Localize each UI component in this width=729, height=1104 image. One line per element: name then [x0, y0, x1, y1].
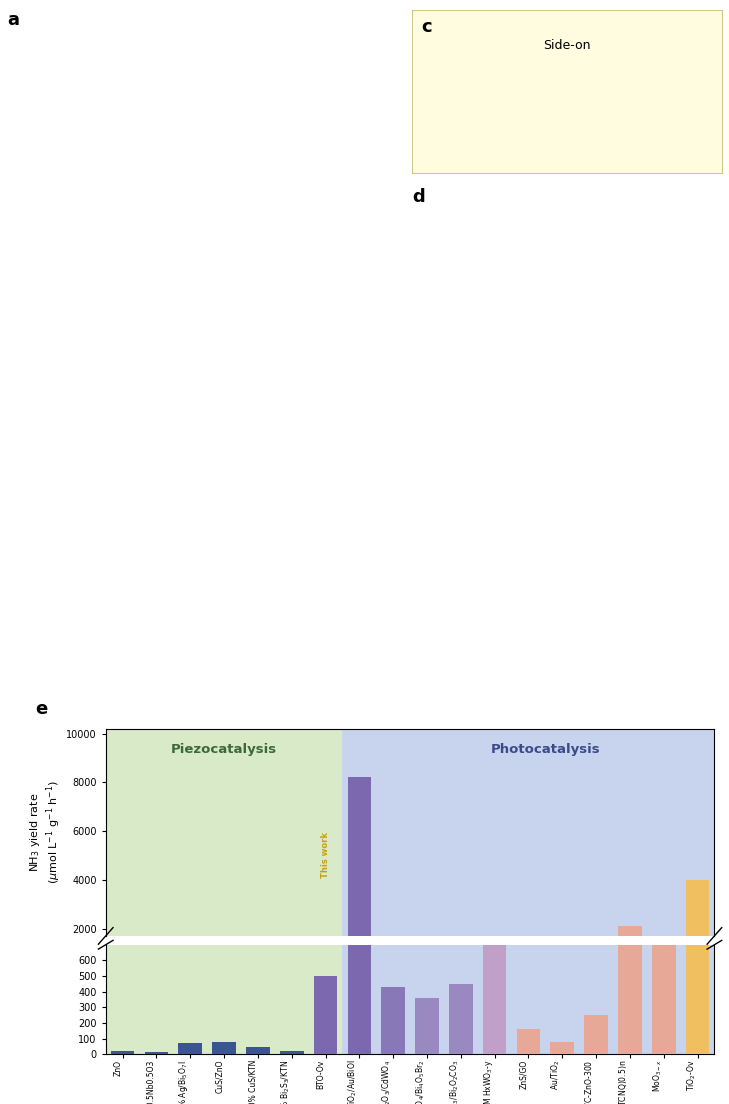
Bar [343, 945, 714, 1054]
Text: d: d [412, 188, 424, 205]
Bar [111, 1051, 134, 1054]
Bar [686, 880, 709, 977]
Bar [212, 1042, 236, 1054]
Bar [584, 1016, 608, 1054]
Bar [313, 965, 338, 977]
Bar [517, 974, 540, 977]
Bar [550, 976, 574, 977]
Bar [179, 1043, 202, 1054]
Text: c: c [421, 18, 432, 36]
Text: a: a [7, 11, 19, 29]
Text: b: b [15, 380, 27, 397]
Bar [381, 967, 405, 977]
Bar [618, 725, 642, 1054]
Bar [106, 729, 343, 936]
Bar [483, 882, 507, 1054]
Y-axis label: NH$_3$ yield rate
($\mu$mol L$^{-1}$ g$^{-1}$ h$^{-1}$): NH$_3$ yield rate ($\mu$mol L$^{-1}$ g$^… [28, 781, 63, 884]
Text: Photocatalysis: Photocatalysis [491, 743, 600, 756]
Bar [280, 1051, 303, 1054]
Bar [517, 1029, 540, 1054]
Text: e: e [36, 700, 48, 719]
Bar [618, 926, 642, 977]
Bar [246, 1048, 270, 1054]
Bar [343, 729, 714, 936]
Bar [415, 968, 439, 977]
Bar [686, 428, 709, 1054]
Bar [144, 1051, 168, 1054]
Bar [313, 976, 338, 1054]
Bar [449, 984, 472, 1054]
Bar [415, 998, 439, 1054]
Bar [212, 976, 236, 977]
Bar [348, 0, 371, 1054]
Text: Side-on: Side-on [543, 40, 590, 52]
Bar [550, 1042, 574, 1054]
Bar [179, 976, 202, 977]
Bar [449, 966, 472, 977]
Bar [584, 972, 608, 977]
Bar [483, 951, 507, 977]
Bar [652, 947, 676, 977]
Bar [381, 987, 405, 1054]
Text: Piezocatalysis: Piezocatalysis [171, 743, 277, 756]
Bar [652, 859, 676, 1054]
Text: This work: This work [321, 832, 330, 879]
Bar [348, 777, 371, 977]
Bar [106, 945, 343, 1054]
